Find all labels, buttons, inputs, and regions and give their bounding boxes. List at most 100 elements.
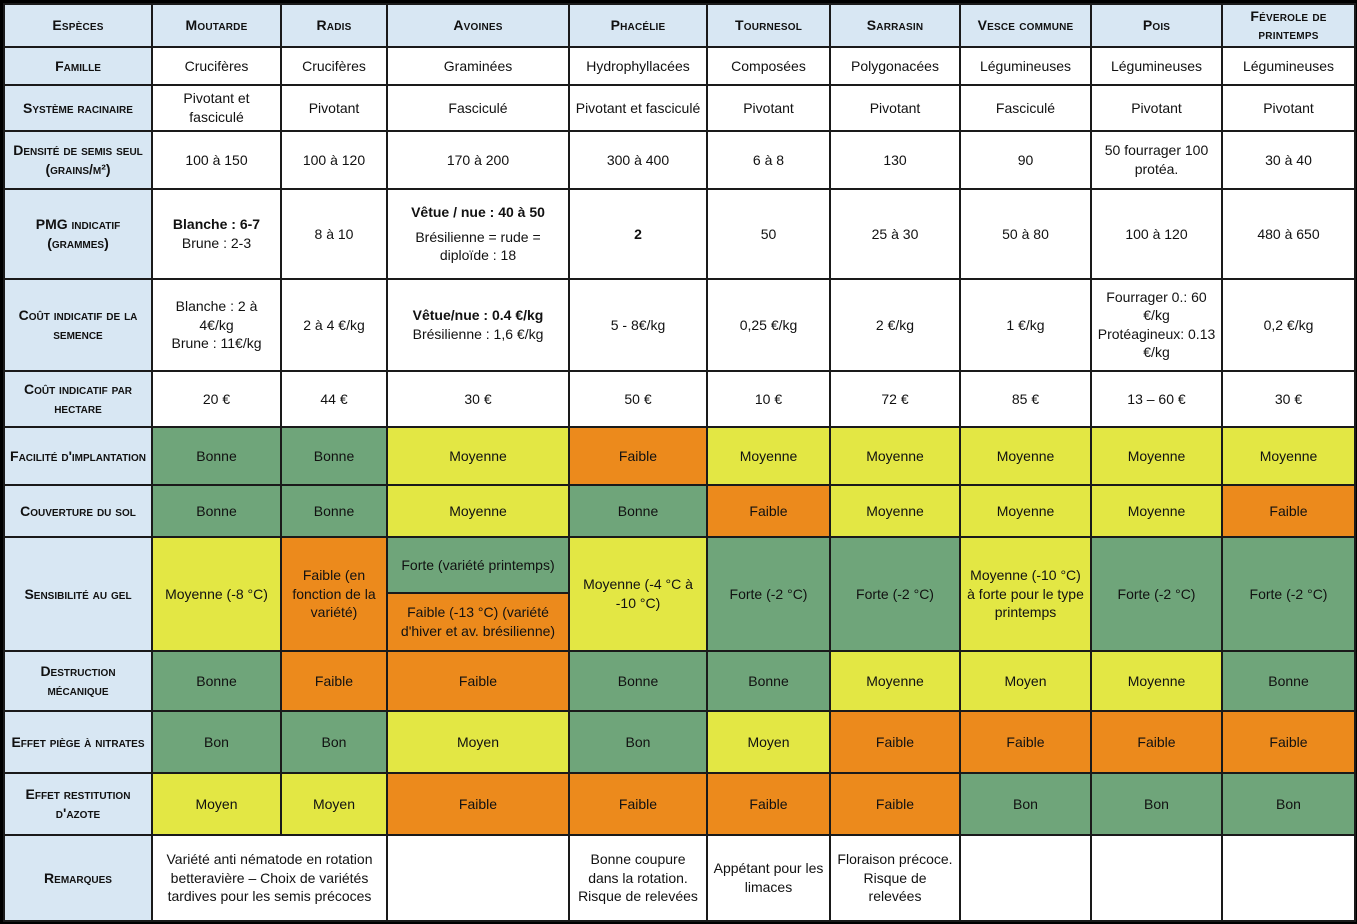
cell: 0,2 €/kg [1221,277,1356,372]
cell: 1 €/kg [959,277,1092,372]
cell-line: Blanche : 2 à 4€/kg [175,298,258,333]
remark-cell: Bonne coupure dans la rotation. Risque d… [568,833,708,922]
cell-line: Brune : 2-3 [181,234,252,251]
rating-cell: Moyenne [1090,425,1223,486]
row-label: Sensibilité au gel [3,535,153,652]
rating-cell-top: Forte (variété printemps) [389,538,567,594]
header-species: Moutarde [151,3,282,48]
table-row: Effet restitution d'azote Moyen Moyen Fa… [3,771,1356,836]
table-row: Famille Crucifères Crucifères Graminées … [3,45,1356,86]
rating-cell: Bon [959,771,1092,836]
cell: 30 à 40 [1221,129,1356,190]
rating-cell: Moyen [280,771,388,836]
header-species: Sarrasin [829,3,961,48]
cell-line: Vêtue/nue : 0.4 €/kg [412,307,544,324]
rating-cell: Faible [568,425,708,486]
cell: 50 [706,187,831,280]
cell: 25 à 30 [829,187,961,280]
cell: Fasciculé [386,83,570,132]
cell: 90 [959,129,1092,190]
rating-cell: Faible [706,771,831,836]
rating-cell: Bon [151,709,282,774]
cell: Crucifères [151,45,282,86]
row-label: Remarques [3,833,153,922]
cell: 6 à 8 [706,129,831,190]
rating-cell: Faible (en fonction de la variété) [280,535,388,652]
cell: Fourrager 0.: 60 €/kg Protéagineux: 0.13… [1090,277,1223,372]
row-label: Facilité d'implantation [3,425,153,486]
table-row: Facilité d'implantation Bonne Bonne Moye… [3,425,1356,486]
rating-cell: Bonne [568,649,708,712]
rating-cell: Moyenne [959,425,1092,486]
cell: 0,25 €/kg [706,277,831,372]
rating-cell: Moyenne [386,425,570,486]
rating-cell: Moyenne (-4 °C à -10 °C) [568,535,708,652]
cell-line: Brésilienne = rude = diploïde : 18 [415,228,541,264]
table-row: Couverture du sol Bonne Bonne Moyenne Bo… [3,483,1356,538]
cell: 44 € [280,369,388,428]
table-row: Sensibilité au gel Moyenne (-8 °C) Faibl… [3,535,1356,652]
cell: 130 [829,129,961,190]
cell: 10 € [706,369,831,428]
table-row: Densité de semis seul (grains/m²) 100 à … [3,129,1356,190]
row-label: Système racinaire [3,83,153,132]
comparison-table: Espèces Moutarde Radis Avoines Phacélie … [3,3,1356,922]
rating-cell: Moyenne [706,425,831,486]
rating-cell: Moyenne [829,425,961,486]
rating-cell: Bonne [568,483,708,538]
cell-line: Protéagineux: 0.13 €/kg [1097,325,1216,361]
cell: 8 à 10 [280,187,388,280]
cell-line: Blanche : 6-7 [172,216,261,233]
rating-cell: Faible [1090,709,1223,774]
remark-cell: Variété anti nématode en rotation better… [151,833,388,922]
cell: 85 € [959,369,1092,428]
rating-cell: Moyenne [829,649,961,712]
cell: 30 € [1221,369,1356,428]
cell: Légumineuses [1221,45,1356,86]
cell: 100 à 120 [280,129,388,190]
rating-cell: Faible [829,709,961,774]
cell: Légumineuses [959,45,1092,86]
cell: Blanche : 6-7 Brune : 2-3 [151,187,282,280]
rating-cell: Moyenne (-8 °C) [151,535,282,652]
cell: 13 – 60 € [1090,369,1223,428]
cell: Crucifères [280,45,388,86]
rating-cell: Moyen [151,771,282,836]
table-row: Remarques Variété anti nématode en rotat… [3,833,1356,922]
rating-cell: Faible [280,649,388,712]
rating-cell: Faible [386,771,570,836]
header-corner: Espèces [3,3,153,48]
rating-cell: Forte (-2 °C) [1221,535,1356,652]
remark-cell [1221,833,1356,922]
rating-cell: Bonne [151,425,282,486]
row-label: Famille [3,45,153,86]
rating-cell: Moyen [959,649,1092,712]
rating-cell-bottom: Faible (-13 °C) (variété d'hiver et av. … [389,593,567,649]
cell: 100 à 120 [1090,187,1223,280]
remark-cell [1090,833,1223,922]
cell: Pivotant et fasciculé [151,83,282,132]
remark-cell [386,833,570,922]
rating-cell: Bon [568,709,708,774]
rating-cell: Moyen [706,709,831,774]
cell: 50 à 80 [959,187,1092,280]
rating-cell: Faible [568,771,708,836]
rating-cell: Bon [1221,771,1356,836]
rating-cell: Bonne [280,483,388,538]
cell: Pivotant [706,83,831,132]
cell: Fasciculé [959,83,1092,132]
cell: Vêtue/nue : 0.4 €/kg Brésilienne : 1,6 €… [386,277,570,372]
header-species: Vesce commune [959,3,1092,48]
table-row: Destruction mécanique Bonne Faible Faibl… [3,649,1356,712]
rating-cell: Moyen [386,709,570,774]
rating-cell: Faible [959,709,1092,774]
cell: Pivotant et fasciculé [568,83,708,132]
header-species: Phacélie [568,3,708,48]
table-row: Système racinaire Pivotant et fasciculé … [3,83,1356,132]
rating-cell: Moyenne [1090,483,1223,538]
rating-cell-split: Forte (variété printemps) Faible (-13 °C… [386,535,570,652]
remark-cell: Floraison précoce. Risque de relevées [829,833,961,922]
cell: 2 à 4 €/kg [280,277,388,372]
cell: 72 € [829,369,961,428]
